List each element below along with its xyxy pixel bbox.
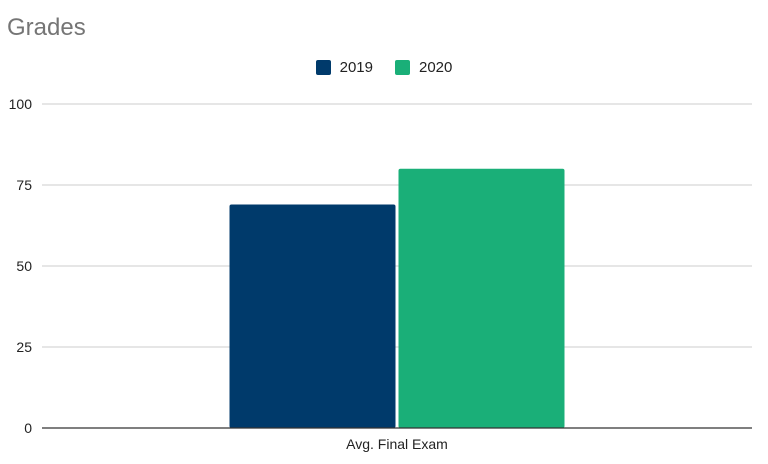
bar-2020 [398, 168, 565, 429]
y-tick-label: 25 [16, 339, 32, 355]
legend-item-2019: 2019 [315, 59, 373, 76]
y-tick-label: 50 [16, 258, 32, 274]
legend-item-2020: 2020 [395, 59, 452, 76]
bar-2019 [229, 204, 396, 428]
chart-title: Grades [7, 14, 86, 41]
legend-swatch-2020 [395, 60, 410, 75]
y-tick-label: 100 [9, 96, 33, 112]
x-tick-label: Avg. Final Exam [346, 436, 448, 452]
legend-label-2019: 2019 [339, 59, 373, 76]
y-tick-label: 0 [24, 420, 32, 436]
legend-swatch-2019 [315, 60, 331, 75]
legend-label-2020: 2020 [419, 59, 453, 76]
y-tick-label: 75 [16, 177, 32, 193]
legend: 2019 2020 [0, 59, 768, 76]
